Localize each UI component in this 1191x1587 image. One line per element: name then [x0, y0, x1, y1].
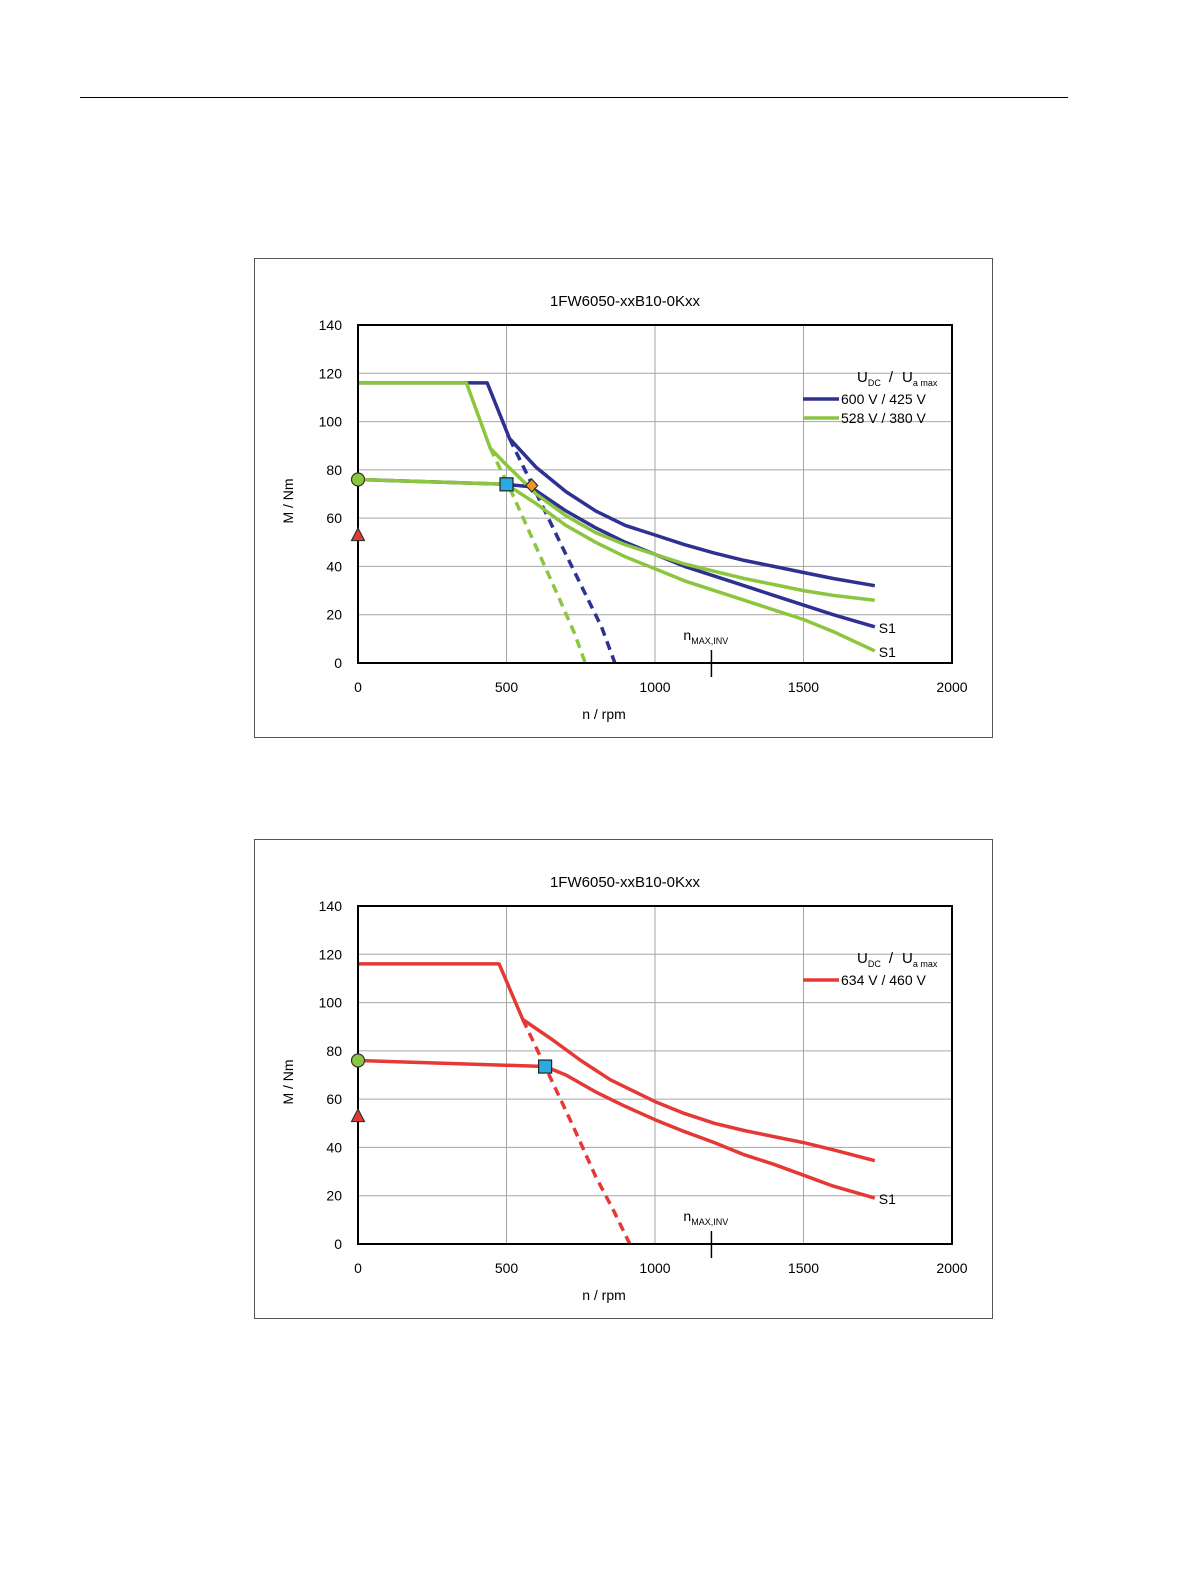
x-tick-label: 0: [354, 1260, 362, 1276]
x-tick-label: 0: [354, 679, 362, 695]
y-tick-label: 40: [326, 558, 342, 574]
series-curve-4: [357, 477, 876, 653]
legend-header-u: U: [857, 950, 868, 967]
x-tick-label: 1000: [639, 1260, 670, 1276]
x-axis-label: n / rpm: [582, 706, 626, 722]
n-max-inv-sub: MAX,INV: [691, 1217, 728, 1227]
y-tick-label: 20: [326, 1188, 342, 1204]
n-max-inv-main: n: [683, 627, 691, 643]
y-axis-label: M / Nm: [280, 1059, 296, 1104]
x-tick-label: 1000: [639, 679, 670, 695]
chart-title: 1FW6050-xxB10-0Kxx: [550, 874, 701, 891]
legend-header-u: U: [902, 950, 913, 967]
marker-triangle: [350, 1107, 366, 1123]
x-axis-label: n / rpm: [582, 1287, 626, 1303]
n-max-inv-main: n: [683, 1208, 691, 1224]
y-tick-label: 100: [319, 414, 343, 430]
n-max-inv-sub: MAX,INV: [691, 636, 728, 646]
x-tick-label: 1500: [788, 679, 819, 695]
n-max-inv-label: nMAX,INV: [683, 627, 728, 646]
series-end-label: S1: [879, 620, 896, 636]
series-dashed-curve-2: [507, 437, 617, 664]
marker-square: [538, 1059, 553, 1074]
y-tick-label: 140: [319, 898, 343, 914]
x-tick-label: 500: [495, 679, 519, 695]
plot-border: [357, 905, 953, 1245]
legend-header-sub: DC: [868, 378, 881, 388]
y-axis-label: M / Nm: [280, 478, 296, 523]
legend-header-u: U: [857, 369, 868, 386]
y-tick-label: 40: [326, 1139, 342, 1155]
series-dashed-curve-2: [521, 1018, 632, 1245]
y-tick-label: 60: [326, 1091, 342, 1107]
y-tick-label: 20: [326, 607, 342, 623]
series-dashed-curve-5: [488, 447, 587, 664]
series-curve-0: [358, 381, 876, 588]
torque-speed-chart-1: 1FW6050-xxB10-0Kxx 0 500 1000 1500 2000 0 20 40 6…: [254, 258, 993, 738]
legend-header-sub: a max: [913, 959, 938, 969]
legend-header-sep: /: [889, 950, 894, 967]
legend-entry: 528 V / 380 V: [841, 410, 927, 426]
legend-entry: 634 V / 460 V: [841, 972, 927, 988]
marker-square: [499, 477, 514, 492]
y-tick-label: 120: [319, 365, 343, 381]
series-curve-3: [358, 381, 876, 602]
legend-header-u: U: [902, 369, 913, 386]
chart-2-canvas: 1FW6050-xxB10-0Kxx 0 500 1000 1500 2000 0 20 40 6…: [280, 874, 968, 1303]
legend-header-sub: a max: [913, 378, 938, 388]
y-tick-label: 0: [334, 1236, 342, 1252]
x-tick-label: 2000: [936, 679, 967, 695]
chart-title: 1FW6050-xxB10-0Kxx: [550, 293, 701, 310]
plot-border: [357, 324, 953, 664]
marker-triangle: [350, 526, 366, 542]
marker-circle: [350, 472, 366, 487]
y-tick-label: 140: [319, 317, 343, 333]
y-tick-label: 0: [334, 655, 342, 671]
series-end-label: S1: [879, 644, 896, 660]
marker-diamond: [524, 478, 539, 493]
y-tick-label: 100: [319, 995, 343, 1011]
y-tick-label: 80: [326, 1043, 342, 1059]
y-tick-label: 120: [319, 946, 343, 962]
legend-header: UDC / Ua max: [857, 950, 938, 969]
legend-header-sep: /: [889, 369, 894, 386]
x-tick-label: 500: [495, 1260, 519, 1276]
n-max-inv-label: nMAX,INV: [683, 1208, 728, 1227]
y-tick-label: 60: [326, 510, 342, 526]
series-end-label: S1: [879, 1191, 896, 1207]
legend-header: UDC / Ua max: [857, 369, 938, 388]
y-tick-label: 80: [326, 462, 342, 478]
legend-header-sub: DC: [868, 959, 881, 969]
marker-circle: [350, 1053, 366, 1068]
x-tick-label: 1500: [788, 1260, 819, 1276]
page-top-rule: [80, 97, 1068, 98]
series-curve-1: [357, 1058, 876, 1200]
x-tick-label: 2000: [936, 1260, 967, 1276]
chart-1-canvas: 1FW6050-xxB10-0Kxx 0 500 1000 1500 2000 0 20 40 6…: [280, 293, 968, 722]
series-curve-0: [358, 962, 876, 1163]
legend-entry: 600 V / 425 V: [841, 391, 927, 407]
torque-speed-chart-2: 1FW6050-xxB10-0Kxx 0 500 1000 1500 2000 0 20 40 6…: [254, 839, 993, 1319]
